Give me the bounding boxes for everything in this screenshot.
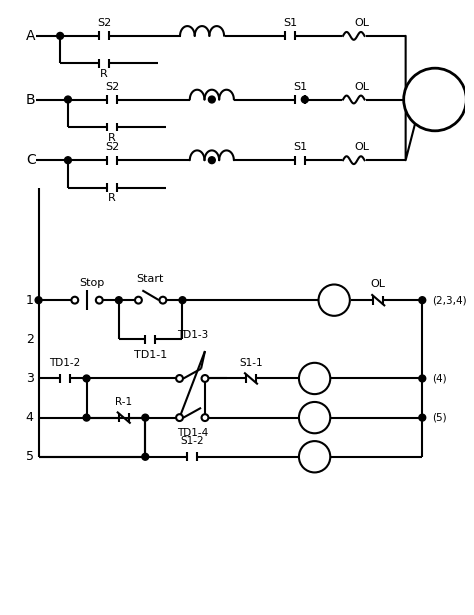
Text: S1-2: S1-2 (181, 436, 204, 446)
Text: S1: S1 (283, 18, 297, 28)
Text: TD1-4: TD1-4 (177, 428, 208, 438)
Circle shape (299, 402, 330, 434)
Circle shape (201, 375, 209, 382)
Text: TD1: TD1 (323, 295, 346, 305)
Text: 5: 5 (26, 450, 34, 463)
Text: (4): (4) (432, 373, 447, 384)
Text: OL: OL (354, 18, 369, 28)
Text: (2,3,4): (2,3,4) (432, 295, 467, 305)
Circle shape (209, 157, 215, 164)
Circle shape (176, 375, 183, 382)
Text: TD1-1: TD1-1 (134, 350, 167, 360)
Text: OL: OL (354, 82, 369, 92)
Text: S2: S2 (105, 82, 119, 92)
Circle shape (159, 296, 166, 304)
Text: TD1-3: TD1-3 (177, 330, 208, 340)
Text: R-1: R-1 (115, 397, 132, 407)
Circle shape (319, 285, 350, 316)
Text: S2: S2 (97, 18, 111, 28)
Text: R: R (108, 193, 116, 204)
Text: S1: S1 (308, 413, 322, 423)
Text: B: B (26, 92, 36, 106)
Text: R: R (100, 69, 108, 79)
Circle shape (83, 414, 90, 421)
Circle shape (419, 296, 426, 304)
Circle shape (35, 296, 42, 304)
Text: Motor: Motor (414, 93, 456, 106)
Text: (5): (5) (432, 413, 447, 423)
Text: TD1-2: TD1-2 (49, 358, 81, 368)
Text: S2: S2 (105, 143, 119, 153)
Circle shape (419, 375, 426, 382)
Circle shape (64, 157, 72, 164)
Text: S1: S1 (293, 82, 307, 92)
Circle shape (176, 414, 183, 421)
Circle shape (57, 33, 64, 39)
Circle shape (299, 363, 330, 394)
Text: S1: S1 (293, 143, 307, 153)
Text: S2: S2 (308, 452, 322, 462)
Circle shape (419, 414, 426, 421)
Circle shape (72, 296, 78, 304)
Circle shape (64, 96, 72, 103)
Circle shape (116, 296, 122, 304)
Circle shape (96, 296, 103, 304)
Text: 1: 1 (26, 293, 34, 307)
Text: OL: OL (354, 143, 369, 153)
Text: Stop: Stop (79, 277, 104, 288)
Text: C: C (26, 153, 36, 167)
Circle shape (179, 296, 186, 304)
Circle shape (142, 414, 149, 421)
Text: 3: 3 (26, 372, 34, 385)
Circle shape (142, 453, 149, 460)
Text: S1-1: S1-1 (239, 358, 263, 368)
Circle shape (209, 96, 215, 103)
Circle shape (201, 414, 209, 421)
Text: Start: Start (137, 274, 164, 284)
Text: OL: OL (371, 279, 386, 288)
Text: R: R (311, 373, 319, 384)
Circle shape (135, 296, 142, 304)
Circle shape (404, 68, 466, 131)
Text: A: A (26, 29, 36, 43)
Text: R: R (108, 133, 116, 143)
Text: 4: 4 (26, 411, 34, 424)
Circle shape (301, 96, 308, 103)
Circle shape (299, 441, 330, 472)
Text: 2: 2 (26, 333, 34, 346)
Circle shape (83, 375, 90, 382)
